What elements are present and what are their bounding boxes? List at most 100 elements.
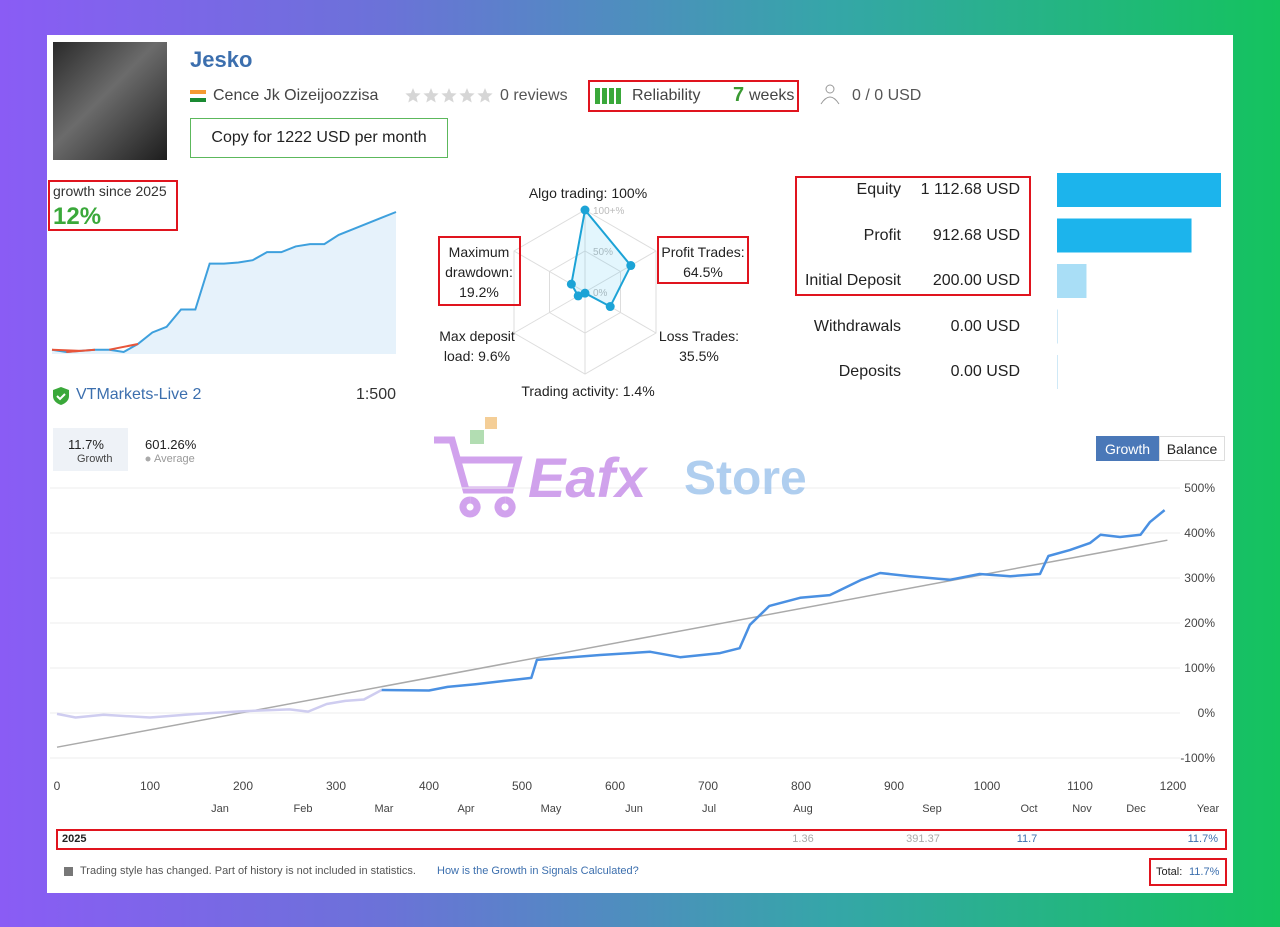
growth-line (56, 688, 383, 719)
summary-label: Profit (863, 226, 901, 244)
radar-point (566, 279, 576, 289)
x-tick-label: 800 (791, 779, 811, 793)
radar-tick-label: 100+% (593, 206, 625, 217)
server[interactable]: VTMarkets-Live 2 (76, 386, 202, 403)
radar-label: Loss Trades: (658, 328, 740, 344)
sparkline-loss (109, 342, 139, 351)
month-label: Feb (294, 803, 313, 815)
people-icon (820, 96, 840, 105)
stat-label: Growth (77, 453, 113, 465)
month-label: Jun (625, 803, 643, 815)
x-tick-label: 500 (512, 779, 532, 793)
summary-value: 0.00 USD (950, 317, 1020, 335)
tab-balance[interactable]: Balance (1159, 436, 1225, 461)
note-icon (64, 867, 73, 876)
summary-bar (1057, 264, 1087, 298)
summary-value: 0.00 USD (950, 363, 1020, 380)
highlight-box (438, 236, 521, 306)
footer-note: Trading style has changed. Part of histo… (80, 865, 416, 877)
x-tick-label: 600 (605, 779, 625, 793)
shield-icon (53, 387, 69, 405)
trend-line (56, 539, 1168, 748)
sparkline-area (52, 212, 396, 354)
copy-button[interactable]: Copy for 1222 USD per month (190, 118, 448, 158)
signal-name[interactable]: Jesko (190, 47, 253, 72)
month-label: Nov (1072, 803, 1092, 815)
month-label: Aug (793, 803, 813, 815)
month-label: Jan (211, 803, 229, 815)
radar-axis (584, 250, 657, 293)
highlight-box (588, 80, 799, 112)
y-tick-label: 500% (1184, 481, 1215, 495)
year: 2025 (62, 833, 87, 845)
tab-growth[interactable]: Growth (1096, 436, 1159, 461)
summary-bar (1057, 218, 1192, 253)
x-tick-label: 900 (884, 779, 904, 793)
year-cell: 11.7% (1187, 833, 1218, 845)
star-icon (441, 88, 457, 103)
summary-bar (1057, 173, 1221, 207)
summary-label: Initial Deposit (804, 272, 901, 289)
reliability-icon (602, 88, 607, 104)
cart-icon (485, 417, 497, 429)
x-tick-label: 1200 (1160, 779, 1187, 793)
growth-label: growth since 2025 (53, 183, 167, 199)
footer-link[interactable]: How is the Growth in Signals Calculated? (437, 865, 639, 877)
summary-label: Deposits (838, 363, 901, 380)
month-label: Sep (922, 803, 942, 815)
summary-value: 912.68 USD (932, 226, 1020, 244)
author[interactable]: Cence Jk Oizeijoozzisa (213, 87, 379, 104)
summary-value: 1 112.68 USD (920, 181, 1020, 198)
reliability-icon (609, 88, 614, 104)
reviews[interactable]: 0 reviews (500, 87, 568, 104)
x-tick-label: 400 (419, 779, 439, 793)
star-icon (459, 88, 475, 103)
y-tick-label: 200% (1184, 616, 1215, 630)
summary-bar (1057, 309, 1058, 344)
reliability-label: Reliability (632, 87, 701, 104)
avatar (53, 42, 167, 160)
cart-icon (470, 430, 484, 444)
highlight-box (48, 180, 178, 231)
highlight-box (1149, 858, 1227, 886)
reliability-weeks: 7 (733, 84, 745, 106)
check-icon (56, 393, 66, 401)
sparkline (51, 211, 397, 354)
growth-value: 12% (53, 203, 102, 230)
radar-label: Maximum (448, 244, 510, 260)
month-label: May (541, 803, 562, 815)
highlight-box (795, 176, 1031, 296)
reliability-icon (616, 88, 621, 104)
x-tick-label: 700 (698, 779, 718, 793)
cart-icon (434, 436, 523, 518)
growth-line (381, 509, 1166, 692)
highlight-box (56, 829, 1227, 850)
radar-point (580, 288, 590, 298)
radar-label: 64.5% (683, 264, 723, 280)
sparkline-loss (66, 348, 96, 353)
subscribers: 0 / 0 USD (852, 87, 922, 104)
signal-card (47, 35, 1233, 893)
month-label: Jul (702, 803, 716, 815)
x-tick-label: 1000 (974, 779, 1001, 793)
star-icon (477, 88, 493, 103)
x-tick-label: 100 (140, 779, 160, 793)
y-tick-label: 0% (1198, 706, 1216, 720)
radar-label: load: 9.6% (443, 348, 511, 364)
year-cell: 11.7 (1016, 833, 1038, 845)
y-tick-label: -100% (1180, 751, 1215, 765)
year-cell: 391.37 (906, 833, 940, 845)
stat-dot (145, 456, 151, 462)
y-tick-label: 400% (1184, 526, 1215, 540)
y-tick-label: 300% (1184, 571, 1215, 585)
star-icon (405, 88, 421, 103)
month-label: Mar (375, 803, 394, 815)
radar-label: Trading activity: 1.4% (521, 383, 655, 399)
x-tick-label: 0 (54, 779, 61, 793)
year-cell: 1.36 (792, 833, 814, 845)
star-icon (423, 88, 439, 103)
x-tick-label: 200 (233, 779, 253, 793)
radar-axis (513, 291, 586, 334)
